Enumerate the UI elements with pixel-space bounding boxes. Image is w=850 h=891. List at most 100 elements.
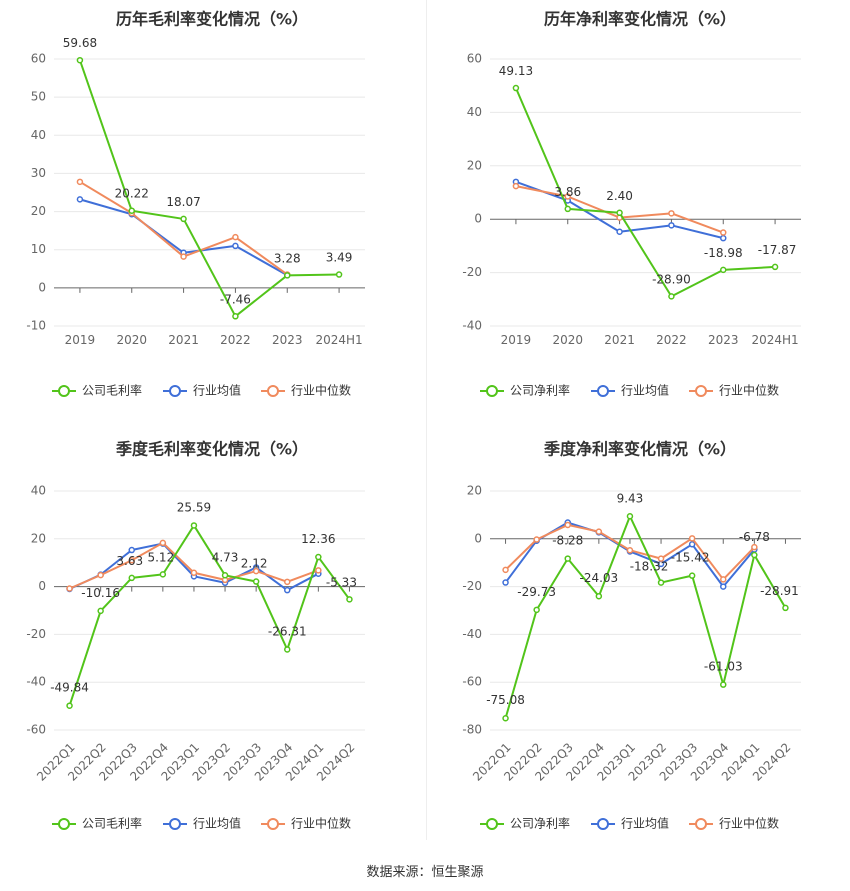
data-point: [502, 566, 509, 574]
chart-panel-4: 季度净利率变化情况（%）200-20-40-60-802022Q12022Q22…: [462, 440, 801, 831]
x-tick-label: 2023: [708, 333, 739, 347]
data-point: [66, 702, 73, 709]
y-tick-label: 20: [467, 484, 482, 498]
data-point: [76, 56, 84, 64]
y-tick-label: 20: [31, 204, 46, 218]
legend-label: 行业均值: [621, 383, 669, 398]
data-label: -49.84: [50, 681, 89, 695]
data-label: 20.22: [115, 187, 149, 201]
data-point: [180, 253, 187, 260]
data-point: [668, 210, 675, 217]
data-point: [315, 553, 322, 561]
series-company: -49.84 -10.16 3.63 5.12 25.59 4.73 2.12 -26.31 1…: [50, 500, 357, 709]
data-point: [668, 293, 675, 300]
data-point: [688, 572, 696, 579]
y-tick-label: -20: [462, 265, 482, 279]
data-point: [190, 569, 198, 576]
legend-swatch-marker: [695, 818, 707, 830]
legend-label: 公司净利率: [510, 383, 570, 398]
legend-item-avg: 行业均值: [591, 383, 669, 398]
data-label: 4.73: [212, 550, 239, 564]
data-point: [626, 513, 634, 520]
y-tick-label: 0: [38, 280, 46, 294]
series-line: [504, 515, 787, 719]
data-point: [221, 572, 229, 579]
legend-label: 行业中位数: [719, 816, 779, 831]
data-point: [626, 547, 634, 554]
legend: 公司净利率 行业均值 行业中位数: [480, 816, 779, 831]
data-point: [232, 233, 239, 241]
y-tick-label: 50: [31, 90, 46, 104]
legend-swatch-marker: [169, 385, 181, 397]
data-point: [502, 714, 509, 722]
series-company: 49.13 3.86 2.40 -28.90 -18.98 -17.87: [499, 64, 796, 300]
data-point: [616, 228, 623, 235]
legend: 公司净利率 行业均值 行业中位数: [480, 383, 779, 398]
legend-label: 公司毛利率: [82, 383, 142, 398]
x-tick-label: 2021: [168, 333, 199, 347]
data-point: [616, 209, 623, 217]
data-label: 3.86: [554, 185, 581, 199]
series-median: [502, 521, 758, 583]
legend-label: 行业中位数: [291, 383, 351, 398]
x-tick-label: 2024H1: [315, 333, 362, 347]
data-point: [595, 528, 603, 535]
x-tick-label: 2023: [272, 333, 303, 347]
data-label: -18.98: [704, 246, 743, 260]
x-tick-label: 2022: [656, 333, 687, 347]
legend-item-median: 行业中位数: [689, 383, 779, 398]
chart-title: 历年毛利率变化情况（%）: [116, 10, 308, 29]
legend-swatch-marker: [58, 818, 70, 830]
data-label: 2.40: [606, 189, 633, 203]
data-point: [720, 583, 727, 590]
data-label: -28.90: [652, 272, 691, 286]
data-point: [128, 207, 135, 214]
data-point: [720, 229, 727, 236]
legend-swatch-marker: [267, 818, 279, 830]
series-line: [68, 524, 351, 707]
data-point: [284, 272, 291, 279]
legend-label: 行业中位数: [291, 816, 351, 831]
legend-item-avg: 行业均值: [591, 816, 669, 831]
legend: 公司毛利率 行业均值 行业中位数: [52, 816, 351, 831]
y-tick-label: 40: [31, 484, 46, 498]
y-tick-label: -40: [462, 319, 482, 333]
legend-swatch-marker: [169, 818, 181, 830]
y-tick-label: 20: [467, 158, 482, 172]
data-point: [533, 606, 540, 614]
legend-item-company: 公司净利率: [480, 383, 570, 398]
data-point: [252, 567, 260, 575]
series-company: -75.08 -29.73 -8.28 -24.03 9.43 -18.32-15.42 -…: [486, 491, 799, 722]
y-tick-label: 60: [467, 52, 482, 66]
x-tick-label: 2020: [116, 333, 147, 347]
data-point: [720, 681, 727, 688]
series-avg: [76, 196, 291, 279]
data-point: [688, 535, 696, 542]
data-point: [190, 522, 198, 529]
y-tick-label: 0: [474, 212, 482, 226]
y-tick-label: -60: [462, 675, 482, 689]
data-point: [180, 215, 187, 223]
legend-swatch-marker: [486, 385, 498, 397]
data-point: [720, 576, 727, 583]
data-point: [66, 585, 73, 592]
legend-item-median: 行业中位数: [689, 816, 779, 831]
data-label: -8.28: [552, 534, 583, 548]
data-label: -7.46: [220, 292, 251, 306]
y-tick-label: -40: [26, 675, 46, 689]
series-median: [66, 539, 322, 592]
y-tick-label: 0: [474, 531, 482, 545]
y-tick-label: -40: [462, 627, 482, 641]
legend-item-company: 公司毛利率: [52, 383, 142, 398]
y-tick-label: 20: [31, 531, 46, 545]
legend-item-median: 行业中位数: [261, 383, 351, 398]
data-point: [315, 567, 322, 574]
y-tick-label: -60: [26, 723, 46, 737]
y-tick-label: -80: [462, 723, 482, 737]
data-point: [346, 596, 353, 603]
data-label: -15.42: [671, 551, 710, 565]
data-point: [284, 646, 291, 653]
data-point: [595, 592, 603, 600]
data-label: 2.12: [241, 557, 268, 571]
data-label: -29.73: [517, 585, 556, 599]
